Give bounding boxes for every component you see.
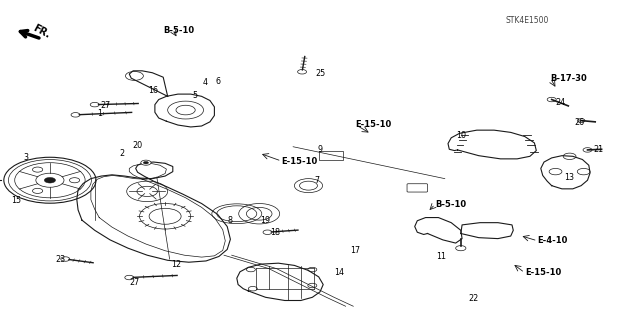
Text: E-15-10: E-15-10 — [282, 157, 318, 166]
Text: 27: 27 — [129, 278, 140, 287]
Text: 15: 15 — [11, 197, 21, 205]
Text: 5: 5 — [193, 91, 198, 100]
Text: FR.: FR. — [31, 23, 51, 40]
Text: 8: 8 — [228, 216, 233, 225]
Circle shape — [298, 70, 307, 74]
Text: 26: 26 — [574, 118, 584, 127]
Text: B-5-10: B-5-10 — [163, 26, 195, 35]
Circle shape — [125, 275, 134, 280]
Text: 1: 1 — [97, 109, 102, 118]
Text: 22: 22 — [468, 294, 479, 303]
Text: B-17-30: B-17-30 — [550, 74, 587, 83]
Text: 11: 11 — [436, 252, 447, 261]
Text: 18: 18 — [270, 228, 280, 237]
Text: 14: 14 — [334, 268, 344, 277]
Text: 9: 9 — [317, 145, 323, 154]
Text: 12: 12 — [171, 260, 181, 269]
Circle shape — [263, 230, 272, 234]
Text: 17: 17 — [350, 246, 360, 255]
Text: 13: 13 — [564, 173, 575, 182]
Text: 16: 16 — [148, 86, 159, 95]
Text: 23: 23 — [56, 256, 66, 264]
Bar — [319, 151, 343, 160]
Circle shape — [90, 102, 99, 107]
Text: E-15-10: E-15-10 — [355, 120, 392, 129]
Text: 6: 6 — [215, 77, 220, 86]
Circle shape — [44, 177, 56, 183]
Circle shape — [61, 257, 70, 261]
Text: 3: 3 — [23, 153, 28, 162]
Text: E-4-10: E-4-10 — [538, 236, 568, 245]
Circle shape — [583, 148, 592, 152]
Text: 24: 24 — [555, 98, 565, 107]
Text: E-15-10: E-15-10 — [525, 268, 561, 277]
Text: B-5-10: B-5-10 — [435, 200, 467, 209]
Text: 27: 27 — [100, 101, 111, 110]
Circle shape — [547, 97, 556, 102]
Text: 7: 7 — [314, 176, 319, 185]
Text: 2: 2 — [119, 149, 124, 158]
Text: 4: 4 — [202, 78, 207, 87]
Text: 21: 21 — [593, 145, 604, 154]
Text: STK4E1500: STK4E1500 — [506, 16, 549, 25]
Circle shape — [577, 119, 585, 122]
Text: 25: 25 — [315, 69, 325, 78]
Circle shape — [141, 160, 151, 165]
Circle shape — [71, 113, 80, 117]
Text: 19: 19 — [260, 216, 271, 225]
Circle shape — [143, 161, 148, 164]
Text: 10: 10 — [456, 131, 466, 140]
Circle shape — [456, 246, 466, 251]
Text: 20: 20 — [132, 141, 143, 150]
